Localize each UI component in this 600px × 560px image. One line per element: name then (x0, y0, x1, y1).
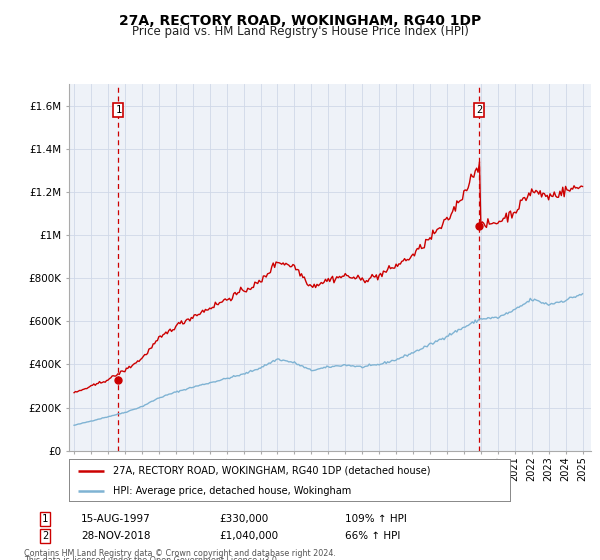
Text: £330,000: £330,000 (219, 514, 268, 524)
Text: 109% ↑ HPI: 109% ↑ HPI (345, 514, 407, 524)
Text: 1: 1 (42, 514, 48, 524)
Text: 66% ↑ HPI: 66% ↑ HPI (345, 531, 400, 541)
Text: Price paid vs. HM Land Registry's House Price Index (HPI): Price paid vs. HM Land Registry's House … (131, 25, 469, 38)
Text: 2: 2 (476, 105, 482, 115)
Text: 2: 2 (42, 531, 48, 541)
Text: 28-NOV-2018: 28-NOV-2018 (81, 531, 151, 541)
Text: 27A, RECTORY ROAD, WOKINGHAM, RG40 1DP (detached house): 27A, RECTORY ROAD, WOKINGHAM, RG40 1DP (… (113, 466, 431, 476)
Text: This data is licensed under the Open Government Licence v3.0.: This data is licensed under the Open Gov… (24, 556, 280, 560)
Text: £1,040,000: £1,040,000 (219, 531, 278, 541)
Text: 15-AUG-1997: 15-AUG-1997 (81, 514, 151, 524)
Text: HPI: Average price, detached house, Wokingham: HPI: Average price, detached house, Woki… (113, 486, 352, 496)
Text: 27A, RECTORY ROAD, WOKINGHAM, RG40 1DP: 27A, RECTORY ROAD, WOKINGHAM, RG40 1DP (119, 14, 481, 28)
Text: 1: 1 (115, 105, 122, 115)
Text: Contains HM Land Registry data © Crown copyright and database right 2024.: Contains HM Land Registry data © Crown c… (24, 549, 336, 558)
